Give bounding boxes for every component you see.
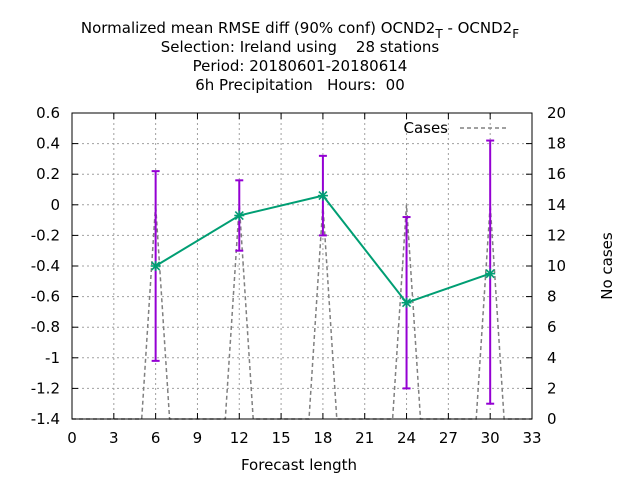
y2-tick-label: 12 <box>547 226 566 244</box>
y-tick-label: 0 <box>50 196 60 214</box>
y2-tick-label: 14 <box>547 196 566 214</box>
y-tick-label: -0.8 <box>31 318 60 336</box>
y-tick-label: -1.2 <box>31 379 60 397</box>
x-tick-label: 21 <box>355 429 374 447</box>
x-tick-label: 30 <box>481 429 500 447</box>
x-tick-label: 0 <box>67 429 77 447</box>
title-line-2: Selection: Ireland using 28 stations <box>161 38 440 56</box>
axis-ticks: 0 3 6 9 12 15 18 21 24 27 30 33-1.4-1.2-1-0.8-0.6-0… <box>31 104 566 447</box>
y2-tick-label: 16 <box>547 165 566 183</box>
x-axis-label: Forecast length <box>241 456 357 474</box>
y-tick-label: 0.4 <box>36 135 60 153</box>
x-tick-label: 15 <box>272 429 291 447</box>
x-tick-label: 9 <box>193 429 203 447</box>
y-tick-label: -1.4 <box>31 410 60 428</box>
chart-title: Normalized mean RMSE diff (90% conf) OCN… <box>81 19 519 94</box>
rmse-series <box>150 190 496 308</box>
y-tick-label: -0.4 <box>31 257 60 275</box>
legend-label-cases: Cases <box>403 119 448 137</box>
y-tick-label: -0.2 <box>31 226 60 244</box>
x-tick-label: 6 <box>151 429 161 447</box>
y2-tick-label: 0 <box>547 410 557 428</box>
legend: Cases <box>403 119 506 137</box>
x-tick-label: 24 <box>397 429 416 447</box>
x-tick-label: 18 <box>313 429 332 447</box>
title-line-3: Period: 20180601-20180614 <box>193 57 408 75</box>
title-line-4: 6h Precipitation Hours: 00 <box>195 76 405 94</box>
x-tick-label: 3 <box>109 429 119 447</box>
y-tick-label: -1 <box>45 349 60 367</box>
y2-axis-label: No cases <box>598 232 616 300</box>
y-tick-label: 0.6 <box>36 104 60 122</box>
cases-series <box>72 204 532 420</box>
y2-tick-label: 4 <box>547 349 557 367</box>
cases-line <box>72 204 532 420</box>
title-line-1: Normalized mean RMSE diff (90% conf) OCN… <box>81 19 519 41</box>
grid <box>72 113 532 419</box>
x-tick-label: 12 <box>230 429 249 447</box>
x-tick-label: 27 <box>439 429 458 447</box>
y2-tick-label: 6 <box>547 318 557 336</box>
x-tick-label: 33 <box>522 429 541 447</box>
y2-tick-label: 2 <box>547 379 557 397</box>
y-tick-label: 0.2 <box>36 165 60 183</box>
y2-tick-label: 10 <box>547 257 566 275</box>
y2-tick-label: 8 <box>547 288 557 306</box>
y-tick-label: -0.6 <box>31 288 60 306</box>
y2-tick-label: 18 <box>547 135 566 153</box>
y2-tick-label: 20 <box>547 104 566 122</box>
